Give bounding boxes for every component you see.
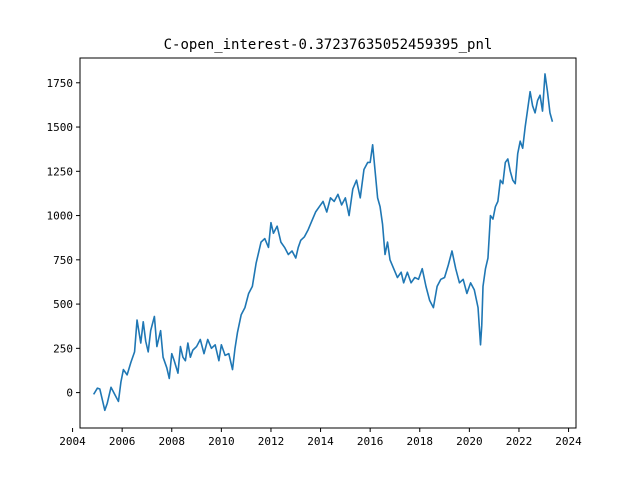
series-layer xyxy=(92,73,554,412)
x-tick-label: 2006 xyxy=(109,435,136,448)
y-tick-label: 1000 xyxy=(47,210,74,223)
y-tick-label: 0 xyxy=(66,387,73,400)
x-tick-label: 2008 xyxy=(159,435,186,448)
y-tick-label: 1250 xyxy=(47,165,74,178)
y-tick-label: 1750 xyxy=(47,77,74,90)
x-tick-label: 2020 xyxy=(456,435,483,448)
pnl-series-line xyxy=(92,73,554,412)
x-tick-label: 2010 xyxy=(208,435,235,448)
chart-title: C-open_interest-0.37237635052459395_pnl xyxy=(164,37,493,53)
x-tick-label: 2016 xyxy=(357,435,384,448)
x-tick-label: 2018 xyxy=(407,435,434,448)
y-tick-label: 1500 xyxy=(47,121,74,134)
plot-frame xyxy=(79,57,577,429)
axes-layer: 2004 2006 2008 2010 2012 2014 2016 2018 2020 2022… xyxy=(47,77,583,448)
y-tick-label: 250 xyxy=(53,342,73,355)
y-tick-label: 750 xyxy=(53,254,73,267)
y-tick-label: 500 xyxy=(53,298,73,311)
x-tick-label: 2004 xyxy=(59,435,86,448)
x-tick-label: 2014 xyxy=(307,435,334,448)
x-tick-label: 2024 xyxy=(555,435,582,448)
x-tick-label: 2012 xyxy=(258,435,285,448)
x-tick-label: 2022 xyxy=(506,435,533,448)
